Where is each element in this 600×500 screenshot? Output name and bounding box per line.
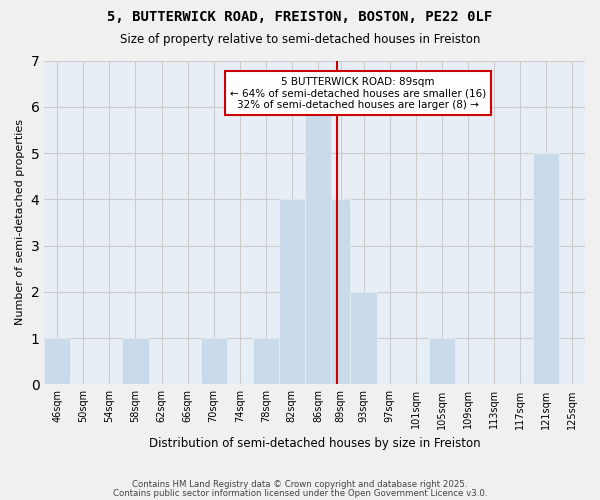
Text: 5 BUTTERWICK ROAD: 89sqm
← 64% of semi-detached houses are smaller (16)
32% of s: 5 BUTTERWICK ROAD: 89sqm ← 64% of semi-d… xyxy=(230,76,486,110)
Bar xyxy=(200,338,227,384)
Bar xyxy=(253,338,279,384)
Bar xyxy=(305,107,331,384)
Y-axis label: Number of semi-detached properties: Number of semi-detached properties xyxy=(15,120,25,326)
Bar xyxy=(279,200,305,384)
Bar xyxy=(122,338,149,384)
X-axis label: Distribution of semi-detached houses by size in Freiston: Distribution of semi-detached houses by … xyxy=(149,437,481,450)
Bar xyxy=(533,153,559,384)
Text: Contains HM Land Registry data © Crown copyright and database right 2025.: Contains HM Land Registry data © Crown c… xyxy=(132,480,468,489)
Text: 5, BUTTERWICK ROAD, FREISTON, BOSTON, PE22 0LF: 5, BUTTERWICK ROAD, FREISTON, BOSTON, PE… xyxy=(107,10,493,24)
Bar xyxy=(331,200,350,384)
Bar xyxy=(428,338,455,384)
Text: Contains public sector information licensed under the Open Government Licence v3: Contains public sector information licen… xyxy=(113,488,487,498)
Text: Size of property relative to semi-detached houses in Freiston: Size of property relative to semi-detach… xyxy=(120,32,480,46)
Bar xyxy=(44,338,70,384)
Bar xyxy=(350,292,377,384)
